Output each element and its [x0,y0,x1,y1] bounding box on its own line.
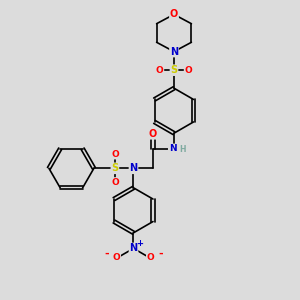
Text: O: O [111,150,119,159]
Text: O: O [111,178,119,187]
Text: -: - [104,249,109,259]
Text: O: O [170,9,178,20]
Text: O: O [112,253,120,262]
Text: O: O [184,66,192,75]
Text: O: O [156,66,164,75]
Text: -: - [158,249,163,259]
Text: O: O [149,129,157,139]
Text: S: S [170,65,178,75]
Text: N: N [170,46,178,57]
Text: N: N [169,144,176,153]
Text: S: S [111,163,118,173]
Text: O: O [147,253,154,262]
Text: +: + [136,238,144,247]
Text: N: N [129,163,138,173]
Text: N: N [129,243,138,254]
Text: H: H [179,146,186,154]
